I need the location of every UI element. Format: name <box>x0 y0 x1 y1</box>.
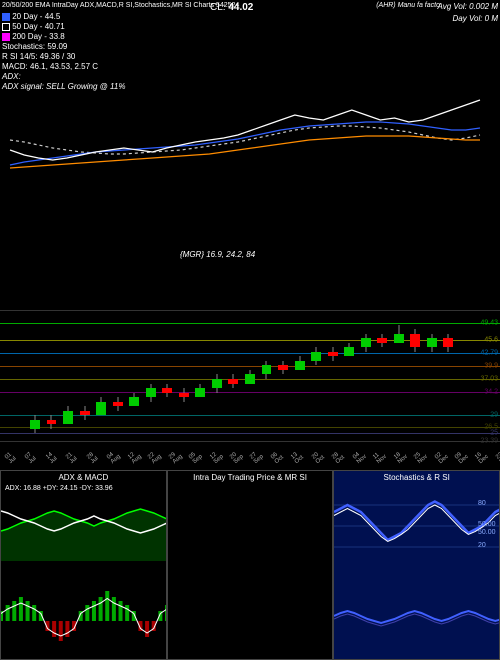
stochastics-panel: Stochastics & R SI 80 50.0050.00 20 <box>333 470 500 660</box>
main-moving-average-chart: 20/50/200 EMA IntraDay ADX,MACD,R SI,Sto… <box>0 0 500 310</box>
panel3-title: Stochastics & R SI <box>334 473 499 482</box>
adx-macd-panel: ADX & MACD ADX: 16.88 +DY: 24.15 -DY: 33… <box>0 470 167 660</box>
intraday-panel: Intra Day Trading Price & MR SI <box>167 470 334 660</box>
svg-text:50.00: 50.00 <box>478 529 496 536</box>
ma-lines-svg <box>0 0 500 310</box>
date-axis: 01 Jul07 Jul14 Jul21 Jul28 Jul04 Aug12 A… <box>0 456 500 468</box>
candlestick-chart: 49.4345.642.7939.937.0334.22926.52523.39 <box>0 310 500 470</box>
panel2-title: Intra Day Trading Price & MR SI <box>168 473 333 482</box>
indicator-panels: ADX & MACD ADX: 16.88 +DY: 24.15 -DY: 33… <box>0 470 500 660</box>
svg-text:20: 20 <box>478 542 486 549</box>
svg-text:80: 80 <box>478 500 486 507</box>
adx-macd-svg <box>1 471 167 660</box>
stoch-svg: 80 50.0050.00 20 <box>334 471 500 660</box>
panel1-title: ADX & MACD <box>1 473 166 482</box>
svg-text:50.00: 50.00 <box>478 521 496 528</box>
